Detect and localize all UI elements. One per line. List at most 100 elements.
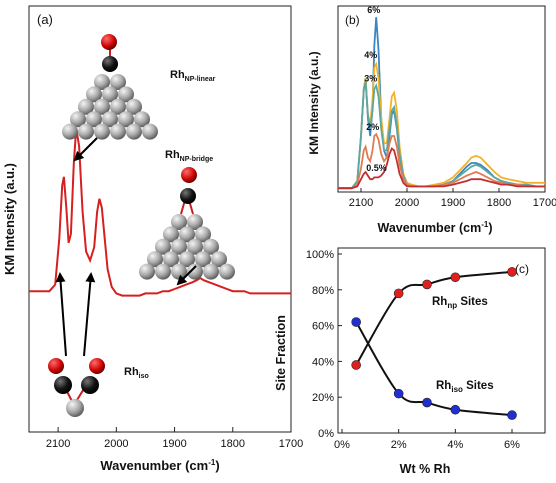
panel-c-xtick-label: 6% (504, 439, 520, 451)
rh-atom (195, 251, 211, 268)
rh-np-bridge-arrow (176, 265, 197, 286)
panel-c-data-point (450, 404, 461, 415)
rh-iso-label: Rhiso (124, 366, 149, 380)
rh-atom (102, 111, 118, 128)
rh-atom (195, 226, 211, 243)
panel-a-xtick-label: 2000 (104, 438, 128, 450)
panel-b-series-label: 0.5% (366, 163, 387, 173)
panel-c-ytick-label: 100% (306, 249, 334, 261)
panel-c-xtick-label: 0% (334, 439, 350, 451)
rh-atom (86, 111, 102, 128)
panel-c-frame (337, 247, 546, 434)
panel-a-xtick-label: 2100 (46, 438, 70, 450)
rh-atom (126, 98, 142, 115)
panel-a-ylabel: KM Intensity (a.u.) (2, 163, 17, 275)
panel-c-np-label: Rhnp Sites (432, 296, 488, 310)
panel-a-xtick-label: 1800 (221, 438, 245, 450)
panel-c: (c) Site Fraction Wt % Rh 0% 20% 40% 60% 80%… (274, 247, 546, 476)
panel-b-series-label: 4% (364, 50, 377, 60)
rh-atom (147, 251, 163, 268)
panel-c-series (351, 267, 517, 420)
panel-b-xtick-label: 1800 (487, 197, 511, 209)
rh-atom (78, 98, 94, 115)
panel-c-data-point (507, 410, 517, 420)
panel-c-xtick-label: 4% (447, 439, 463, 451)
panel-b-series-line (338, 147, 545, 190)
panel-a-xticks: 2100 2000 1900 1800 1700 (46, 427, 303, 450)
rh-atom (94, 74, 110, 90)
rh-atom (163, 251, 179, 268)
panel-b-label: (b) (345, 13, 360, 27)
panel-c-data-point (422, 279, 432, 290)
panel-c-series-line (355, 321, 513, 417)
panel-c-iso-label: Rhiso Sites (436, 380, 494, 394)
rh-atom (155, 238, 171, 255)
panel-c-xtick-label: 2% (391, 439, 407, 451)
rh-np-linear-label: RhNP-linear (170, 69, 216, 83)
panel-b-xlabel: Wavenumber (cm-1) (377, 220, 492, 235)
rh-atom (171, 238, 187, 255)
panel-c-ylabel: Site Fraction (274, 315, 288, 391)
panel-b-series-line (338, 132, 545, 190)
rh-atom (203, 238, 219, 255)
panel-c-ytick-label: 40% (312, 356, 334, 368)
panel-b-xticks: 2100 2000 1900 1800 1700 (349, 188, 556, 209)
panel-c-label: (c) (515, 262, 529, 276)
rh-iso-molecule-illustration (48, 358, 105, 417)
rh-atom (134, 111, 150, 128)
panel-c-data-point (507, 267, 517, 277)
panel-a-spectrum-line (29, 128, 291, 297)
rh-np-bridge-label: RhNP-bridge (165, 149, 213, 163)
rh-atom (187, 238, 203, 255)
rh-atom (62, 123, 78, 140)
panel-b-xtick-label: 2000 (395, 197, 419, 209)
rh-atom (139, 263, 155, 280)
rh-atom (203, 263, 219, 280)
panel-a-label: (a) (37, 12, 53, 27)
panel-b-xtick-label: 2100 (349, 197, 373, 209)
panel-b-frame (337, 5, 546, 193)
panel-b-series-label: 6% (367, 5, 380, 15)
panel-b-series-labels: 6% 4% 3% 2% 0.5% (364, 5, 387, 173)
rh-atom (118, 111, 134, 128)
panel-c-data-point (393, 388, 404, 399)
rh-np-linear-arrow (73, 137, 98, 162)
rh-atom (163, 226, 179, 243)
rh-atom (70, 111, 86, 128)
panel-c-data-point (351, 360, 361, 370)
panel-c-ytick-label: 80% (312, 285, 334, 297)
panel-c-data-point (351, 317, 361, 327)
rh-atom (142, 123, 158, 140)
rh-atom (155, 263, 171, 280)
panel-c-ytick-label: 0% (318, 428, 334, 440)
panel-a-xtick-label: 1700 (279, 438, 303, 450)
rh-atom (219, 263, 235, 280)
panel-b-series-label: 3% (364, 74, 377, 84)
panel-a-xtick-label: 1900 (162, 438, 186, 450)
rh-atom (110, 98, 126, 115)
rh-np-linear-molecule-illustration (62, 34, 158, 140)
rh-atom (94, 98, 110, 115)
rh-atom (179, 226, 195, 243)
panel-c-ytick-label: 20% (312, 392, 334, 404)
panel-b-series (338, 17, 545, 190)
rh-atom (86, 86, 102, 103)
rh-atom (102, 86, 118, 103)
panel-b-ylabel: KM Intensity (a.u.) (307, 51, 321, 154)
panel-c-xlabel: Wt % Rh (400, 462, 451, 476)
panel-b-series-label: 2% (366, 122, 379, 132)
rh-atom (126, 123, 142, 140)
panel-c-series-line (355, 270, 513, 366)
rh-atom (179, 251, 195, 268)
rh-atom (94, 123, 110, 140)
rh-atom (110, 74, 126, 90)
panel-c-axes: 0% 20% 40% 60% 80% 100% 0% 2% 4% 6% (306, 249, 520, 451)
panel-a-frame (28, 5, 292, 433)
rh-atom (187, 214, 203, 230)
rh-atom (187, 263, 203, 280)
panel-b: (b) KM Intensity (a.u.) Wavenumber (cm-1… (307, 5, 556, 235)
rh-iso-arrow-right (83, 272, 96, 357)
rh-np-bridge-molecule-illustration (139, 167, 235, 280)
panel-c-data-point (393, 288, 404, 299)
